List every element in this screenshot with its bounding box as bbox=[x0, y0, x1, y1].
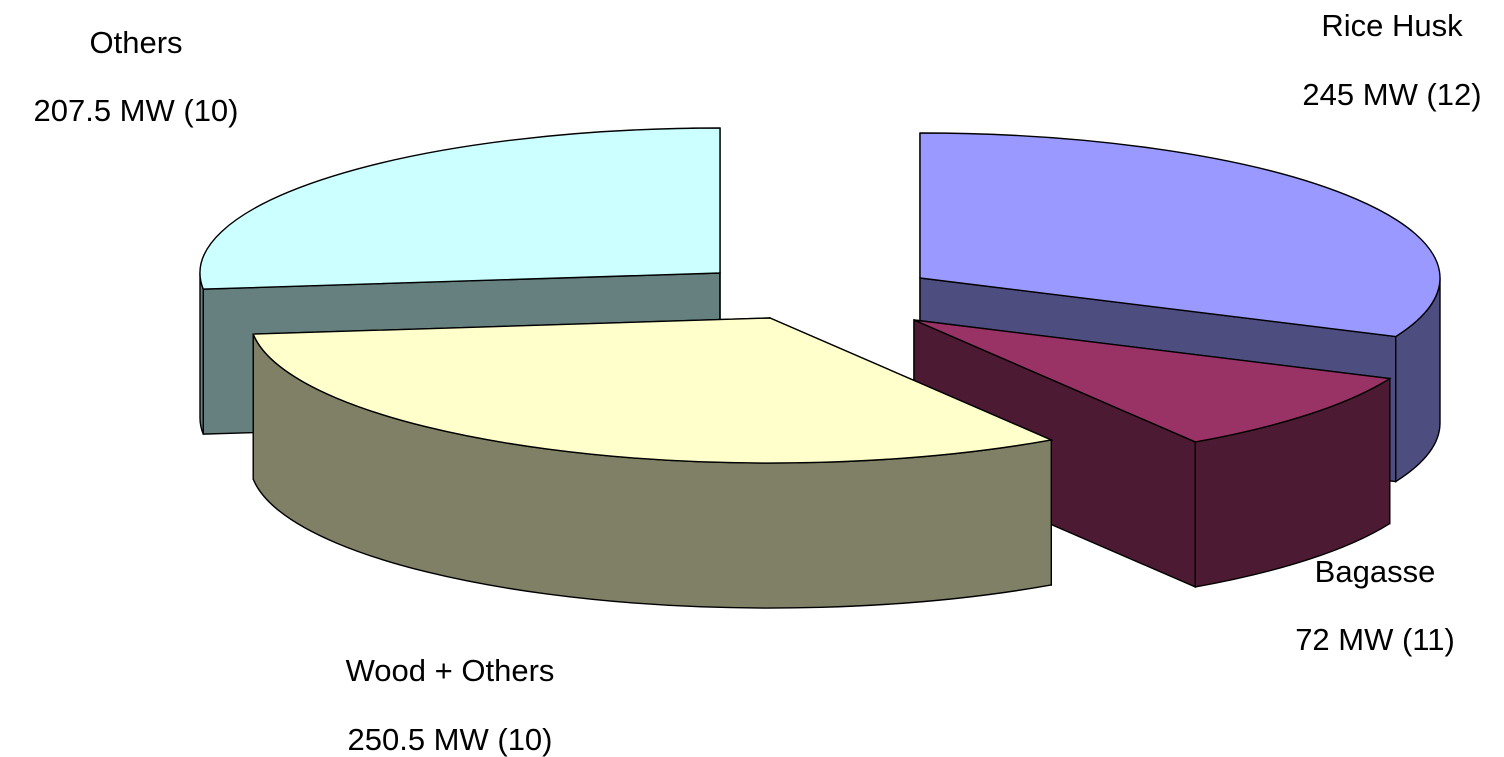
pie-slices bbox=[199, 127, 1441, 609]
pie-slice-wood-others bbox=[252, 316, 1054, 609]
label-bagasse-name: Bagasse bbox=[1315, 554, 1436, 589]
label-wood-others-value: 250.5 MW (10) bbox=[347, 722, 552, 757]
label-rice-husk-value: 245 MW (12) bbox=[1302, 77, 1481, 112]
pie-slice-top-rice-husk bbox=[919, 132, 1441, 338]
pie-slice-top-bagasse bbox=[913, 319, 1392, 443]
pie-slice-bagasse bbox=[913, 318, 1392, 589]
pie-slice-top-others bbox=[199, 127, 721, 290]
label-others-name: Others bbox=[89, 25, 182, 60]
label-wood-others-name: Wood + Others bbox=[346, 653, 555, 688]
label-rice-husk-name: Rice Husk bbox=[1321, 8, 1463, 43]
pie-slice-outer-wall-others bbox=[199, 272, 204, 435]
pie-slice-top-wood-others bbox=[252, 317, 1054, 464]
label-bagasse-value: 72 MW (11) bbox=[1295, 622, 1455, 657]
label-others-value: 207.5 MW (10) bbox=[33, 93, 238, 128]
